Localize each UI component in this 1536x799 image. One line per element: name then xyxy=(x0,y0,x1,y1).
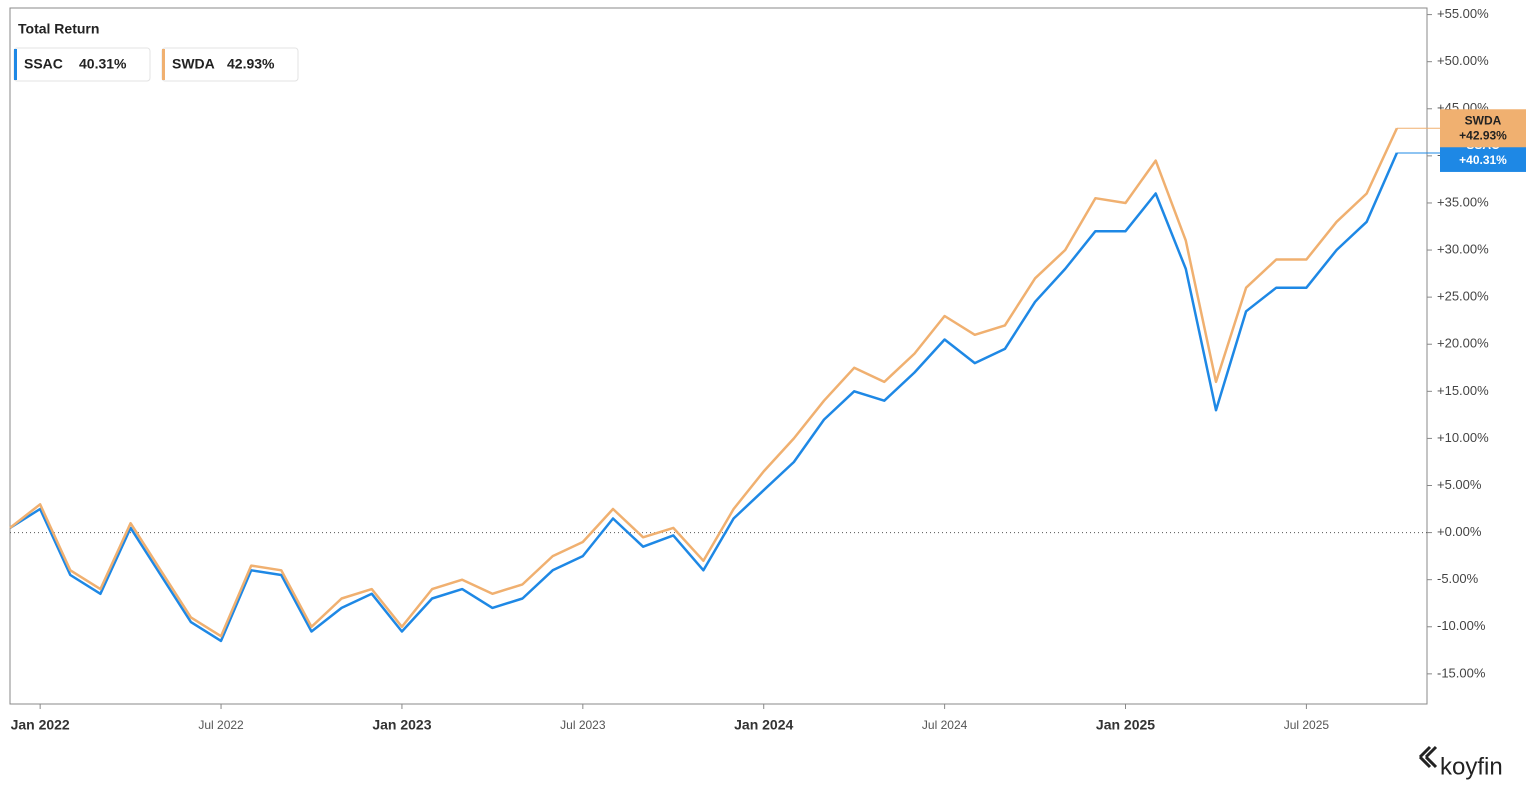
series-line xyxy=(9,152,1399,643)
y-tick-label: +30.00% xyxy=(1437,241,1489,256)
chart-title: Total Return xyxy=(18,21,99,37)
plot-frame xyxy=(9,7,1428,705)
logo-icon xyxy=(1418,745,1438,769)
y-tick-label: +25.00% xyxy=(1437,289,1489,304)
x-tick-label: Jan 2025 xyxy=(1096,717,1155,733)
end-label-value: +42.93% xyxy=(1459,128,1507,142)
end-label-box xyxy=(1440,109,1526,148)
legend-value: 42.93% xyxy=(227,56,275,72)
y-tick-label: +0.00% xyxy=(1437,524,1482,539)
y-tick-label: -15.00% xyxy=(1437,665,1486,680)
x-tick-label: Jul 2024 xyxy=(922,718,968,732)
brand-name: koyfin xyxy=(1440,753,1503,780)
x-tick-label: Jan 2023 xyxy=(372,717,431,733)
y-tick-label: +15.00% xyxy=(1437,383,1489,398)
x-tick-label: Jan 2022 xyxy=(11,717,70,733)
y-tick-label: +50.00% xyxy=(1437,53,1489,68)
end-label-value: +40.31% xyxy=(1459,153,1507,167)
brand-logo: koyfin xyxy=(1418,745,1503,780)
legend-value: 40.31% xyxy=(79,56,127,72)
x-tick-label: Jan 2024 xyxy=(734,717,793,733)
series-line xyxy=(9,127,1399,638)
end-label-name: SWDA xyxy=(1465,113,1502,127)
x-tick-label: Jul 2025 xyxy=(1284,718,1330,732)
legend-name: SSAC xyxy=(24,56,63,72)
y-tick-label: -10.00% xyxy=(1437,618,1486,633)
y-tick-label: +10.00% xyxy=(1437,430,1489,445)
y-tick-label: -5.00% xyxy=(1437,571,1479,586)
x-tick-label: Jul 2022 xyxy=(198,718,244,732)
legend-item: SSAC 40.31% xyxy=(13,47,151,82)
legend-swatch xyxy=(14,49,17,80)
legend-item: SWDA 42.93% xyxy=(161,47,299,82)
y-tick-label: +35.00% xyxy=(1437,194,1489,209)
y-tick-label: +20.00% xyxy=(1437,336,1489,351)
legend-name: SWDA xyxy=(172,56,215,72)
y-tick-label: +5.00% xyxy=(1437,477,1482,492)
y-tick-label: +55.00% xyxy=(1437,6,1489,21)
x-tick-label: Jul 2023 xyxy=(560,718,606,732)
legend-swatch xyxy=(162,49,165,80)
